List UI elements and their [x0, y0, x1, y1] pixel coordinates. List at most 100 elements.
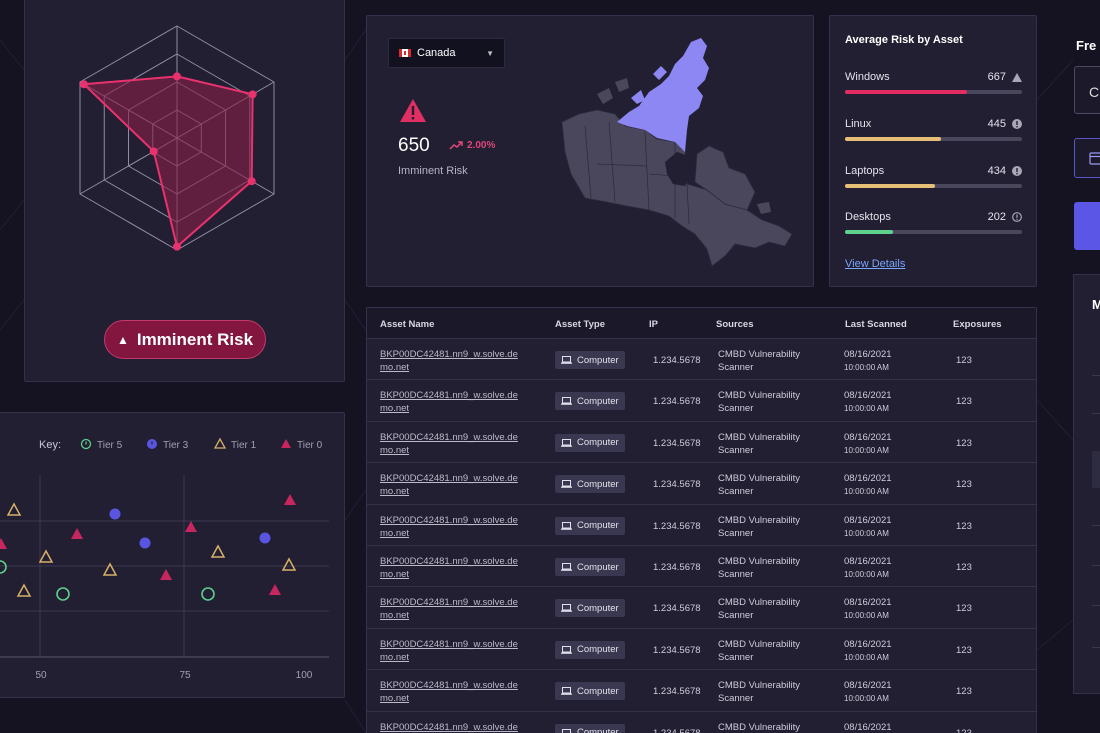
header-ip[interactable]: IP: [649, 319, 658, 330]
view-details-link[interactable]: View Details: [845, 258, 906, 270]
risk-bar-fill: [845, 137, 941, 141]
asset-name-line: BKP00DC42481.nn9_w.solve.de: [380, 431, 518, 443]
list-item[interactable]: [1092, 451, 1100, 488]
assets-table: Asset Name Asset Type IP Sources Last Sc…: [366, 307, 1037, 733]
x-tick-label: 100: [296, 670, 313, 681]
risk-value: 650: [398, 135, 430, 156]
asset-name-line: mo.net: [380, 362, 410, 373]
icon-mark: [151, 441, 153, 445]
scan-time: 10:00:00 AM: [844, 652, 889, 662]
info-filled-icon: [1012, 119, 1022, 129]
scatter-point-tier-3[interactable]: [109, 508, 121, 520]
scatter-point-tier-1[interactable]: [210, 544, 226, 558]
computer-icon: [561, 356, 572, 364]
radar-point[interactable]: [248, 90, 257, 99]
radar-point[interactable]: [173, 72, 181, 81]
header-exposures[interactable]: Exposures: [953, 319, 1002, 330]
average-risk-panel: Average Risk by Asset Windows 667 Linux …: [829, 15, 1037, 287]
last-scanned: 08/16/2021 10:00:00 AM: [844, 679, 892, 705]
map-highlight-region: [617, 38, 709, 152]
row-value: 202: [987, 211, 1006, 223]
average-risk-title: Average Risk by Asset: [845, 34, 963, 46]
asset-type-chip: Computer: [555, 640, 625, 659]
risk-bar-fill: [845, 230, 893, 234]
canada-map[interactable]: [557, 34, 797, 269]
header-asset-type[interactable]: Asset Type: [555, 319, 605, 330]
source-line: CMBD Vulnerability: [718, 638, 801, 650]
header-asset-name[interactable]: Asset Name: [380, 319, 435, 330]
right-panel-input[interactable]: C: [1074, 66, 1100, 114]
row-value: 445: [987, 118, 1006, 130]
radar-point[interactable]: [173, 242, 181, 251]
ip-address: 1.234.5678: [653, 644, 701, 656]
scatter-point-tier-0[interactable]: [185, 521, 197, 532]
risk-bar-track: [845, 230, 1022, 234]
divider: [1092, 375, 1100, 376]
asset-type-label: Computer: [577, 437, 619, 449]
divider: [1092, 565, 1100, 566]
scatter-point-tier-5[interactable]: [56, 587, 70, 601]
last-scanned: 08/16/2021 10:00:00 AM: [844, 431, 892, 457]
table-row[interactable]: BKP00DC42481.nn9_w.solve.demo.netCompute…: [367, 712, 1036, 733]
imminent-risk-badge[interactable]: ▲ Imminent Risk: [104, 320, 266, 359]
scatter-point-tier-1[interactable]: [16, 583, 32, 597]
source-line: Scanner: [718, 610, 754, 622]
scatter-point-tier-0[interactable]: [269, 584, 281, 595]
legend-label: Tier 3: [163, 440, 189, 451]
scatter-point-tier-1[interactable]: [38, 549, 54, 563]
asset-type-chip: Computer: [555, 558, 625, 576]
scatter-point-tier-5[interactable]: [201, 587, 215, 601]
primary-action-button[interactable]: [1074, 202, 1100, 250]
last-scanned: 08/16/2021 10:00:00 AM: [844, 389, 892, 415]
country-select[interactable]: Canada ▼: [388, 38, 505, 68]
computer-icon: [561, 438, 572, 447]
radar-point[interactable]: [79, 80, 88, 89]
scatter-point-tier-0[interactable]: [284, 494, 296, 505]
scatter-point-tier-1[interactable]: [281, 557, 297, 571]
scan-date: 08/16/2021: [844, 473, 892, 485]
radar-point[interactable]: [149, 147, 158, 156]
asset-type-label: Computer: [577, 602, 619, 614]
radar-point[interactable]: [247, 177, 256, 186]
divider: [1092, 647, 1100, 648]
scatter-point-tier-1[interactable]: [102, 562, 118, 576]
scatter-point-tier-3[interactable]: [259, 532, 271, 544]
radar-chart: [79, 25, 275, 251]
scatter-point-tier-5[interactable]: [0, 560, 7, 574]
header-last-scanned[interactable]: Last Scanned: [845, 319, 907, 330]
date-picker-button[interactable]: [1074, 138, 1100, 178]
scan-date: 08/16/2021: [844, 680, 892, 692]
header-sources[interactable]: Sources: [716, 319, 754, 330]
scatter-point-tier-3[interactable]: [139, 537, 151, 549]
ip-address: 1.234.5678: [653, 520, 701, 532]
scatter-point-tier-1[interactable]: [6, 502, 22, 516]
scatter-point-tier-0[interactable]: [160, 569, 172, 580]
radar-panel: ▲ Imminent Risk: [24, 0, 345, 382]
info-outline-icon: [1012, 212, 1022, 222]
scatter-point-tier-0[interactable]: [0, 538, 7, 549]
scan-date: 08/16/2021: [844, 431, 892, 443]
scatter-point-tier-0[interactable]: [71, 528, 83, 539]
ip-address: 1.234.5678: [653, 437, 701, 449]
exposures-count: 123: [956, 728, 972, 733]
